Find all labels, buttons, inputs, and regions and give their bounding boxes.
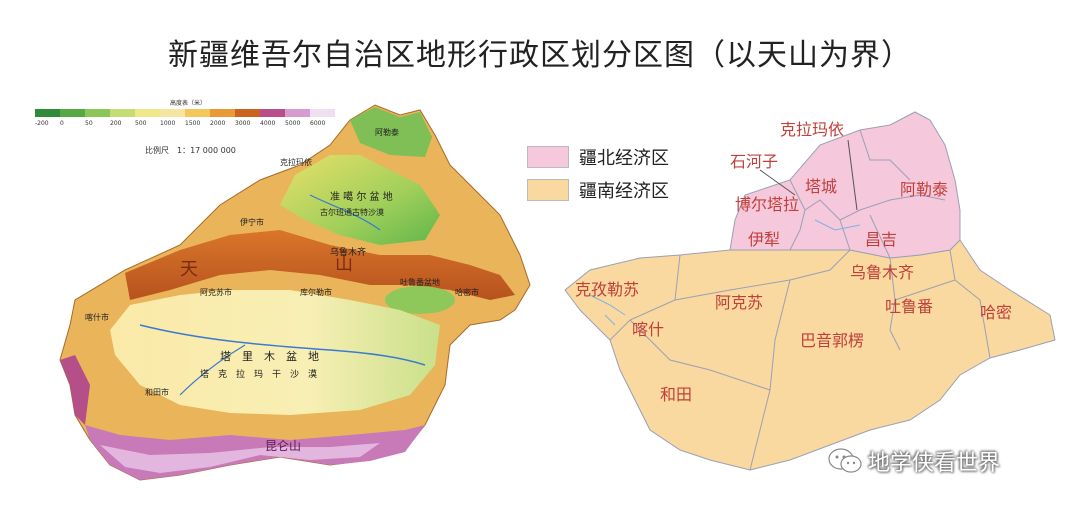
legend-north: 疆北经济区 bbox=[527, 145, 669, 169]
watermark-text: 地学侠看世界 bbox=[868, 451, 1001, 476]
admin-label-shihezi: 石河子 bbox=[730, 152, 778, 171]
wechat-icon bbox=[828, 448, 862, 473]
legend-south-label: 疆南经济区 bbox=[579, 181, 669, 202]
admin-label-tacheng: 塔城 bbox=[805, 177, 837, 196]
elevation-tick: 500 bbox=[135, 120, 147, 127]
label-tianshan-2: 山 bbox=[335, 254, 353, 275]
admin-label-hotan: 和田 bbox=[660, 385, 692, 404]
tianshan-mountains bbox=[125, 230, 515, 300]
label-gurbantunggut: 古尔班通古特沙漠 bbox=[320, 207, 384, 217]
elevation-tick: 50 bbox=[85, 120, 93, 127]
elevation-tick: 200 bbox=[110, 120, 122, 127]
elevation-legend: 高度表（米） 比例尺 1：17 000 000 -200 0 50 200 500 100… bbox=[35, 99, 335, 155]
elevation-tick: 1000 bbox=[160, 120, 175, 127]
label-aksu: 阿克苏市 bbox=[200, 287, 232, 297]
label-kunlun: 昆仑山 bbox=[265, 439, 301, 453]
admin-label-kashgar: 喀什 bbox=[632, 320, 664, 339]
label-turpan: 吐鲁番盆地 bbox=[400, 277, 440, 287]
elevation-tick: -200 bbox=[35, 120, 49, 127]
legend-north-label: 疆北经济区 bbox=[579, 148, 669, 169]
label-junggar: 准 噶 尔 盆 地 bbox=[330, 190, 393, 203]
admin-label-altay: 阿勒泰 bbox=[900, 180, 948, 199]
admin-label-aksu: 阿克苏 bbox=[715, 293, 763, 312]
label-yining: 伊宁市 bbox=[240, 217, 264, 227]
admin-label-urumqi: 乌鲁木齐 bbox=[850, 263, 914, 282]
admin-map: 克拉玛依 石河子 塔城 阿勒泰 博尔塔拉 昌吉 伊犁 乌鲁木齐 克孜勒苏 阿克苏… bbox=[564, 111, 1056, 471]
elevation-tick: 1500 bbox=[185, 120, 200, 127]
admin-label-turpan: 吐鲁番 bbox=[885, 297, 933, 316]
elevation-tick: 4000 bbox=[260, 120, 275, 127]
label-tarim: 塔 里 木 盆 地 bbox=[220, 349, 319, 363]
label-taklimakan: 塔 克 拉 玛 干 沙 漠 bbox=[200, 368, 317, 380]
scale-label: 比例尺 1：17 000 000 bbox=[145, 145, 236, 155]
label-altay: 阿勒泰 bbox=[375, 127, 399, 137]
admin-label-bortala: 博尔塔拉 bbox=[735, 195, 799, 214]
admin-label-kizilsu: 克孜勒苏 bbox=[575, 280, 639, 299]
admin-label-changji: 昌吉 bbox=[865, 230, 897, 249]
elevation-tick: 5000 bbox=[285, 120, 300, 127]
page-title: 新疆维吾尔自治区地形行政区划分区图（以天山为界） bbox=[168, 38, 912, 73]
label-tianshan-1: 天 bbox=[180, 259, 198, 280]
admin-label-bayingolin: 巴音郭楞 bbox=[800, 331, 864, 350]
elevation-tick: 3000 bbox=[235, 120, 250, 127]
elevation-tick: 2000 bbox=[210, 120, 225, 127]
legend-north-swatch bbox=[527, 146, 569, 168]
legend-south-swatch bbox=[527, 179, 569, 201]
elevation-tick: 0 bbox=[60, 120, 64, 127]
elevation-legend-title: 高度表（米） bbox=[170, 99, 206, 107]
label-korla: 库尔勒市 bbox=[300, 287, 332, 297]
label-karamay: 克拉玛依 bbox=[280, 157, 312, 167]
admin-label-hami: 哈密 bbox=[980, 303, 1012, 322]
legend-south: 疆南经济区 bbox=[527, 178, 669, 202]
admin-label-ili: 伊犁 bbox=[748, 230, 780, 249]
label-urumqi: 乌鲁木齐 bbox=[330, 246, 366, 258]
label-kashgar: 喀什市 bbox=[85, 312, 109, 322]
label-hotan: 和田市 bbox=[145, 387, 169, 397]
terrain-map: 高度表（米） 比例尺 1：17 000 000 -200 0 50 200 500 100… bbox=[35, 99, 531, 481]
admin-label-karamay: 克拉玛依 bbox=[780, 120, 844, 139]
junggar-basin bbox=[280, 155, 440, 245]
label-hami: 哈密市 bbox=[455, 287, 479, 297]
watermark: 地学侠看世界 bbox=[828, 445, 1000, 477]
elevation-tick: 6000 bbox=[310, 120, 325, 127]
